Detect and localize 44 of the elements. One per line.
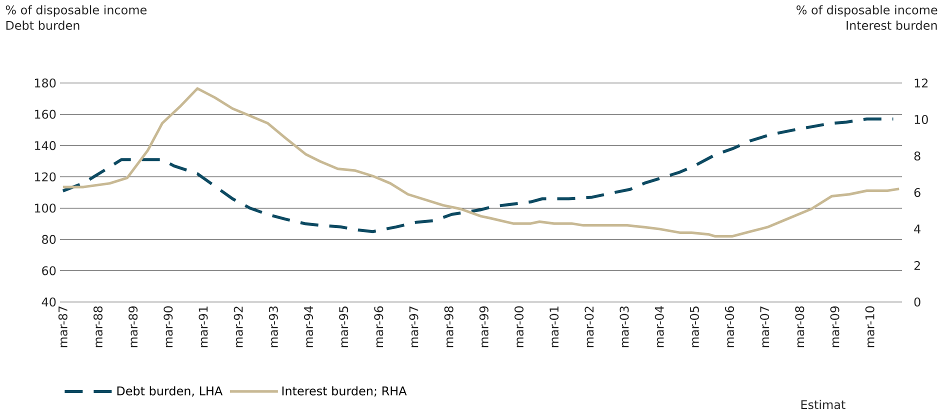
text: Estimat [801, 400, 846, 410]
y2-axis-title: % of disposable income Interest burden [796, 5, 938, 30]
x-tick-label: mar-07 [760, 306, 770, 348]
y-tick-label: 40 [42, 297, 56, 307]
x-tick-label: mar-93 [268, 306, 278, 348]
x-tick-label: mar-95 [339, 306, 348, 348]
y2-tick-label: 6 [914, 188, 920, 198]
x-tick-label: mar-05 [690, 306, 699, 348]
x-tick-label: mar-10 [865, 306, 874, 348]
x-tick-label: mar-06 [724, 306, 734, 348]
y-axis-title: % of disposable income Debt burden [6, 5, 147, 30]
y2-tick-label: 12 [914, 78, 928, 88]
x-tick-label: mar-03 [620, 306, 629, 348]
legend-label: Debt burden, LHA [117, 386, 223, 397]
y2-tick-label: 8 [914, 151, 920, 161]
x-tick-label: mar-96 [374, 306, 384, 348]
y-tick-label: 100 [34, 204, 56, 213]
y-tick-label: 140 [34, 141, 56, 150]
x-tick-label: mar-94 [304, 306, 314, 348]
x-tick-label: mar-00 [514, 306, 524, 348]
x-tick-label: mar-87 [58, 306, 68, 348]
x-tick-label: mar-90 [164, 306, 173, 348]
y2-tick-label: 10 [914, 114, 928, 124]
x-tick-label: mar-89 [128, 306, 138, 348]
x-tick-label: mar-08 [795, 306, 804, 348]
y-tick-label: 120 [34, 172, 56, 182]
y2-tick-label: 4 [914, 224, 920, 234]
x-tick-label: mar-98 [444, 306, 454, 348]
x-tick-label: mar-99 [479, 306, 488, 348]
x-tick-label: mar-97 [409, 306, 418, 348]
y2-tick-label: 0 [914, 297, 920, 307]
x-tick-label: mar-91 [198, 306, 208, 348]
y-tick-label: 180 [34, 78, 56, 88]
x-tick-label: mar-92 [234, 306, 243, 348]
x-tick-label: mar-04 [654, 306, 664, 348]
x-tick-label: mar-02 [584, 306, 594, 348]
x-tick-label: mar-88 [93, 306, 103, 348]
x-tick-label: mar-09 [830, 306, 840, 348]
y2-tick-label: 2 [914, 261, 920, 270]
y-tick-label: 60 [42, 266, 56, 276]
y-tick-label: 160 [34, 110, 56, 119]
y-tick-label: 80 [42, 234, 56, 244]
legend-label: Interest burden; RHA [282, 386, 407, 397]
x-tick-label: mar-01 [550, 306, 559, 348]
